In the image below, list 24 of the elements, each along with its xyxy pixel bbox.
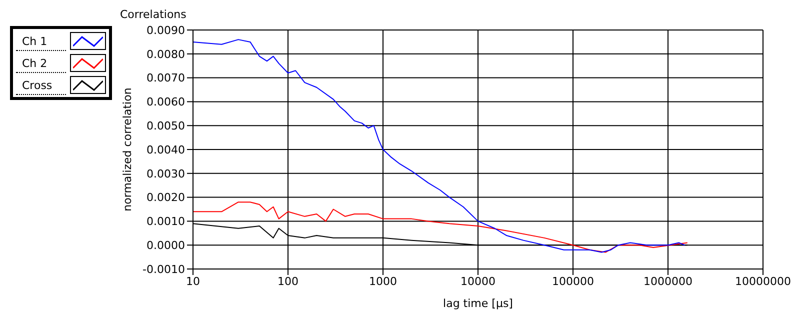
x-tick-label: 10000000 <box>735 274 791 288</box>
y-axis-title: normalized correlation <box>120 88 134 212</box>
chart-title: Correlations <box>120 8 186 21</box>
x-tick-label: 100 <box>278 274 298 288</box>
y-tick-label: 0.0000 <box>146 239 185 252</box>
y-tick-label: 0.0010 <box>146 215 185 228</box>
x-tick-label: 1000000 <box>644 274 692 288</box>
y-tick-label: 0.0020 <box>146 191 185 204</box>
legend-label: Cross <box>21 78 54 92</box>
y-tick-label: 0.0040 <box>146 143 185 156</box>
x-tick-label: 100000 <box>552 274 594 288</box>
legend-label: Ch 2 <box>21 56 48 70</box>
y-tick-label: 0.0090 <box>146 24 185 37</box>
legend-label: Ch 1 <box>21 34 48 48</box>
y-tick-label: 0.0030 <box>146 167 185 180</box>
x-tick-label: 10000 <box>460 274 496 288</box>
y-tick-label: 0.0060 <box>146 96 185 109</box>
y-tick-label: 0.0080 <box>146 48 185 61</box>
x-tick-label: 1000 <box>369 274 397 288</box>
y-tick-label: 0.0050 <box>146 120 185 133</box>
y-tick-label: -0.0010 <box>142 262 185 276</box>
x-tick-label: 10 <box>186 274 200 288</box>
x-axis-title: lag time [µs] <box>443 297 513 310</box>
y-tick-label: 0.0070 <box>146 72 185 85</box>
